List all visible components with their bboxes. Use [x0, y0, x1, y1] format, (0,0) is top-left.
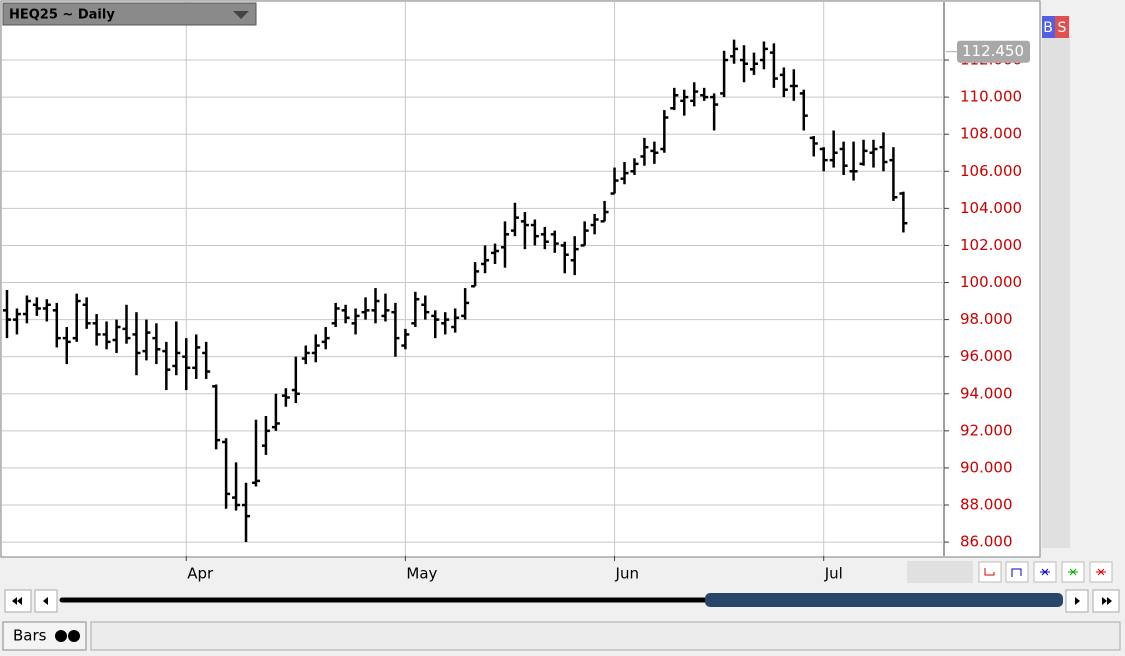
y-tick-label: 104.000 — [960, 199, 1022, 217]
y-tick-label: 86.000 — [960, 533, 1013, 551]
tool-button[interactable] — [1005, 561, 1029, 583]
sell-button[interactable] — [1055, 16, 1069, 38]
x-tick-label: May — [406, 565, 437, 583]
tool-icon — [1068, 568, 1078, 576]
plot-bg — [0, 0, 1041, 558]
y-tick-label: 106.000 — [960, 162, 1022, 180]
scroll-thumb[interactable] — [705, 593, 1063, 607]
chart-title: HEQ25 ~ Daily — [9, 8, 115, 23]
y-tick-label: 94.000 — [960, 384, 1013, 402]
tool-buttons — [978, 561, 1113, 583]
y-tick-label: 102.000 — [960, 236, 1022, 254]
scroll-icon — [1075, 597, 1080, 605]
symbol-box[interactable] — [2, 2, 257, 26]
blank-box — [907, 561, 973, 583]
tab-label: Bars — [13, 627, 47, 645]
tool-icon — [1011, 568, 1022, 577]
scroll-icon — [43, 597, 48, 605]
y-tick-label: 96.000 — [960, 347, 1013, 365]
x-tick-label: Jun — [615, 565, 639, 583]
y-tick-label: 92.000 — [960, 421, 1013, 439]
sell-label: S — [1058, 20, 1067, 36]
buy-button[interactable] — [1042, 16, 1055, 38]
x-tick-label: Jul — [824, 565, 843, 583]
y-tick-label: 110.000 — [960, 88, 1022, 106]
price-tag — [957, 40, 1030, 63]
dropdown-arrow[interactable] — [233, 11, 249, 19]
buy-label: B — [1043, 20, 1053, 36]
y-tick-label: 100.000 — [960, 273, 1022, 291]
y-tick-label: 90.000 — [960, 458, 1013, 476]
scroll-icon — [1102, 597, 1112, 605]
y-tick-label: 88.000 — [960, 496, 1013, 514]
x-tick-label: Apr — [187, 565, 214, 583]
y-tick-label: 108.000 — [960, 125, 1022, 143]
tab-icon — [55, 630, 67, 642]
status-bar — [90, 621, 1121, 651]
tool-icon — [1040, 568, 1050, 576]
scroll-icon — [12, 597, 22, 605]
tool-button[interactable] — [978, 561, 1002, 583]
tool-icon — [1096, 568, 1106, 576]
tab-icon — [68, 630, 80, 642]
price-tag-label: 112.450 — [962, 42, 1024, 60]
tool-icon — [984, 568, 995, 576]
side-column — [1042, 16, 1070, 548]
y-tick-label: 98.000 — [960, 310, 1013, 328]
